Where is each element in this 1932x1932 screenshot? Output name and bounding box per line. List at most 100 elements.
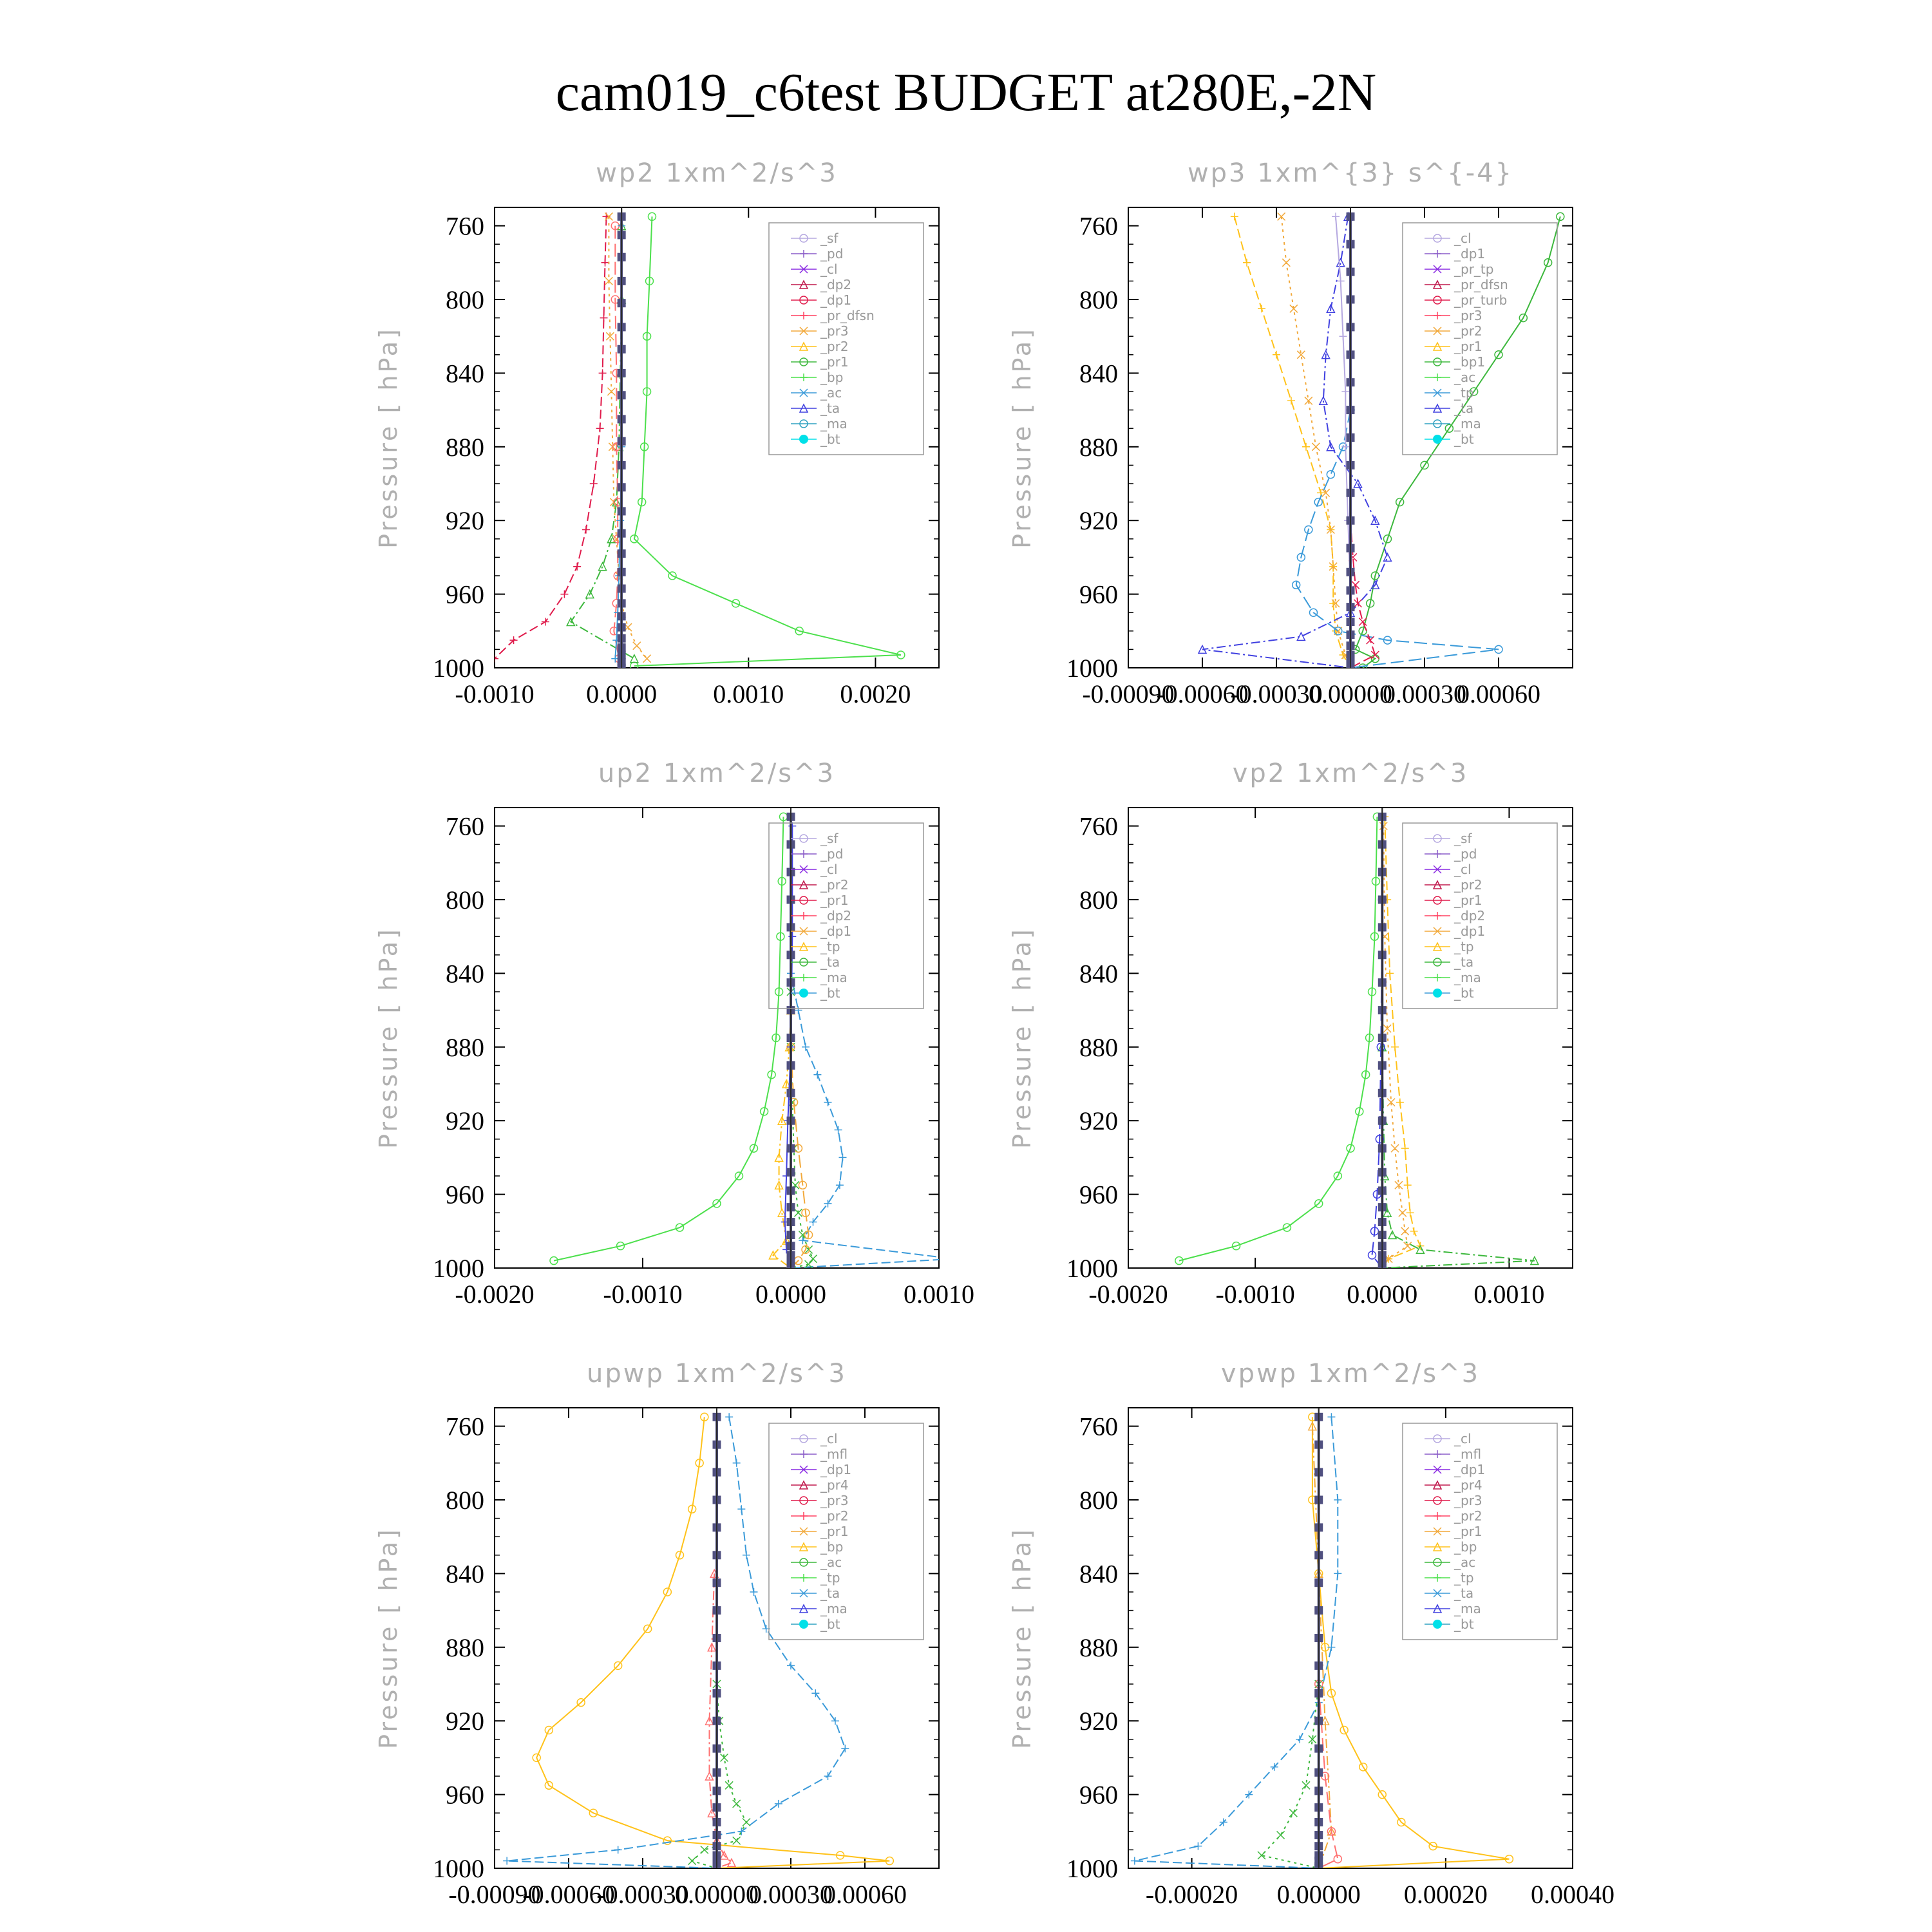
data-point-_ta xyxy=(1383,552,1392,562)
legend-marker xyxy=(1433,419,1442,428)
data-point-_dp1 xyxy=(495,654,498,663)
data-point-_pr1 xyxy=(777,1208,787,1217)
data-point-_tp xyxy=(811,1689,820,1698)
data-point-_tp xyxy=(838,1153,847,1162)
data-point-_pr2 xyxy=(1307,1421,1318,1431)
data-point-_pr2 xyxy=(1383,1024,1392,1033)
series-group xyxy=(549,808,939,1268)
legend-marker xyxy=(799,341,809,351)
legend-label: _bt xyxy=(820,1616,840,1632)
series-line-_dp1 xyxy=(495,216,607,659)
x-tick-label: 0.0010 xyxy=(713,679,784,708)
data-point-_pr3 xyxy=(1331,599,1340,608)
data-point-_dp1 xyxy=(675,1223,685,1232)
series-group xyxy=(1130,1408,1514,1868)
legend-label: _sf xyxy=(820,231,838,246)
legend-label: _pr3 xyxy=(820,1493,849,1508)
legend-label: _ta xyxy=(820,401,840,416)
legend-label: _cl xyxy=(1454,862,1472,877)
legend-marker xyxy=(799,1527,808,1536)
data-point-_pr1 xyxy=(1406,1209,1414,1217)
x-tick-label: 0.0000 xyxy=(1347,1280,1417,1309)
legend-label: _tp xyxy=(1454,1570,1474,1586)
y-tick-label: 960 xyxy=(1079,580,1118,609)
panel-vpwp: vpwp 1xm^2/s^3 Pressure [ hPa] 760 800 840 88… xyxy=(1008,1359,1615,1909)
legend-label: _tp xyxy=(820,939,840,954)
data-point-_dp2 xyxy=(804,1260,813,1268)
x-tick-label: 0.00030 xyxy=(749,1880,833,1909)
data-point-_pr3 xyxy=(1304,396,1313,405)
data-point-_bp1 xyxy=(1365,599,1375,608)
legend-label: _pr_tp xyxy=(1454,261,1493,277)
y-tick-label: 960 xyxy=(446,1781,484,1810)
data-point-_bp1 xyxy=(1543,258,1553,267)
x-tick-label: 0.0000 xyxy=(755,1280,826,1309)
y-axis-label: Pressure [ hPa] xyxy=(374,927,402,1149)
legend-marker xyxy=(799,1480,809,1490)
data-point-_dp2 xyxy=(808,1255,818,1264)
series-line-_pr1 xyxy=(536,1417,890,1868)
panel-title: vpwp 1xm^2/s^3 xyxy=(1221,1359,1480,1388)
data-point-_pr2 xyxy=(1243,258,1251,267)
x-tick-label: -0.00020 xyxy=(1146,1880,1238,1909)
legend-marker xyxy=(1434,850,1441,858)
y-tick-label: 800 xyxy=(1079,285,1118,314)
legend-marker xyxy=(799,1620,808,1629)
legend-marker xyxy=(800,250,808,258)
y-tick-label: 800 xyxy=(1079,1486,1118,1515)
data-point-_ta xyxy=(1296,631,1306,641)
data-point-_pr1 xyxy=(774,1152,784,1162)
legend-marker xyxy=(1432,1480,1443,1490)
data-point-_tp xyxy=(1304,525,1313,535)
y-tick-label: 840 xyxy=(446,359,484,388)
y-tick-label: 880 xyxy=(1079,433,1118,462)
x-tick-label: 0.00000 xyxy=(1309,679,1392,708)
y-tick-label: 880 xyxy=(1079,1633,1118,1662)
data-point-_pr1 xyxy=(675,1551,685,1560)
data-point-_tp xyxy=(732,1459,741,1467)
plot-frame xyxy=(494,807,940,1269)
legend-marker xyxy=(1433,1558,1442,1567)
legend-label: _sf xyxy=(1454,831,1472,846)
data-point-_pr2 xyxy=(1394,1180,1403,1189)
legend-marker xyxy=(1433,265,1442,274)
data-point-_dp1 xyxy=(1371,876,1381,886)
series-line-_pr3 xyxy=(1280,216,1351,668)
data-point-_dp1 xyxy=(1355,1107,1364,1116)
data-point-_bp xyxy=(700,1845,709,1854)
y-tick-label: 920 xyxy=(446,1707,484,1736)
data-point-_bp xyxy=(647,212,657,222)
legend-label: _ta xyxy=(1454,401,1473,416)
series-group xyxy=(1197,207,1565,668)
legend-marker xyxy=(1433,834,1442,843)
data-point-_dp1 xyxy=(596,424,604,433)
series-line-_bp xyxy=(633,216,902,667)
data-point-_pr4 xyxy=(707,1808,717,1817)
legend-label: _pr1 xyxy=(1454,1524,1482,1539)
legend-marker xyxy=(799,1558,808,1567)
legend-marker xyxy=(1433,357,1442,366)
data-point-_dp1 xyxy=(749,1144,759,1153)
data-point-_pr3 xyxy=(604,212,613,221)
data-point-_tp xyxy=(774,1799,782,1808)
legend-label: _pr2 xyxy=(1454,1508,1482,1524)
legend-label: _pr1 xyxy=(820,893,849,908)
data-point-_tp xyxy=(1326,469,1336,479)
legend-marker xyxy=(1433,958,1442,967)
data-point-_pr3 xyxy=(1311,442,1320,451)
panel-upwp: upwp 1xm^2/s^3 Pressure [ hPa] 760 800 840 88… xyxy=(374,1359,940,1909)
data-point-_dp1 xyxy=(1314,1199,1323,1208)
data-point-_cl xyxy=(1339,332,1347,341)
data-point-_bp xyxy=(642,332,652,341)
data-point-_bp1 xyxy=(1519,313,1528,323)
data-point-_dp1 xyxy=(598,369,607,377)
data-point-_tp xyxy=(1291,580,1301,590)
series-line-_dp1 xyxy=(553,817,784,1262)
legend-label: _ma xyxy=(820,416,848,431)
data-point-_pr4 xyxy=(719,1850,729,1860)
legend-marker xyxy=(1434,312,1441,319)
data-point-_bp xyxy=(732,1836,741,1845)
series-line-_dp1 xyxy=(1179,817,1378,1262)
data-point-_bp xyxy=(639,442,649,451)
